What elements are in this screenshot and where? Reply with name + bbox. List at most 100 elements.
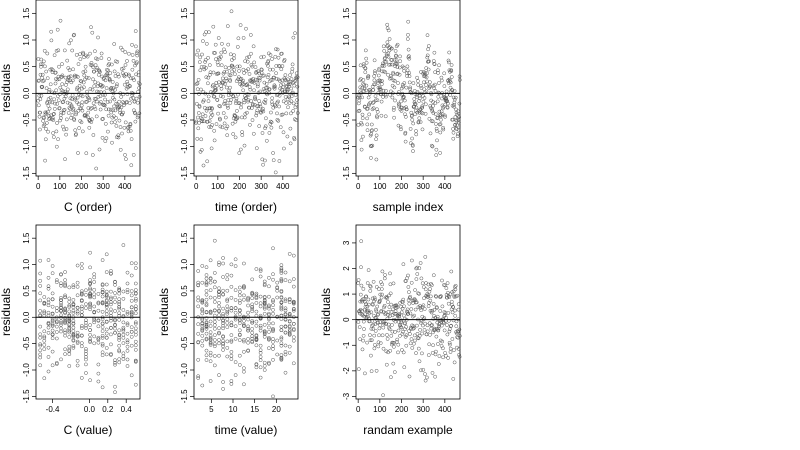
data-point — [364, 83, 369, 88]
data-point — [97, 69, 102, 73]
data-point — [104, 305, 109, 309]
data-point — [63, 352, 67, 356]
data-point — [92, 104, 97, 109]
data-point — [124, 157, 128, 161]
data-point — [132, 99, 137, 104]
data-point — [271, 329, 275, 333]
data-point — [436, 90, 441, 95]
data-point — [204, 310, 209, 314]
data-point — [114, 116, 118, 120]
x-tick-label: 200 — [75, 182, 89, 191]
data-point — [133, 343, 138, 348]
data-point — [406, 273, 410, 278]
data-point — [54, 49, 59, 53]
data-point — [365, 116, 369, 121]
data-point — [123, 50, 128, 54]
data-point — [406, 298, 411, 302]
data-point — [392, 85, 397, 90]
data-point — [132, 78, 136, 82]
data-point — [428, 104, 433, 108]
data-point — [113, 326, 117, 331]
data-point — [71, 33, 76, 38]
data-point — [96, 362, 101, 367]
data-point — [394, 58, 399, 62]
data-point — [88, 378, 92, 383]
data-point — [110, 140, 114, 145]
data-point — [85, 89, 89, 94]
data-point — [287, 297, 292, 301]
data-point — [437, 63, 441, 68]
y-tick-label: -1 — [342, 341, 351, 349]
data-point — [436, 342, 440, 346]
data-point — [375, 304, 380, 309]
data-point — [237, 301, 242, 305]
data-point — [279, 267, 284, 272]
data-point — [75, 309, 80, 314]
data-point — [372, 333, 377, 338]
data-point — [432, 313, 436, 318]
data-point — [113, 309, 117, 313]
data-point — [374, 285, 379, 289]
data-point — [75, 95, 80, 100]
data-point — [225, 288, 230, 293]
data-point — [447, 60, 451, 65]
data-point — [229, 320, 234, 325]
data-point — [67, 285, 72, 290]
data-point — [121, 320, 126, 325]
data-point — [203, 60, 207, 64]
data-point — [121, 327, 126, 332]
data-point — [127, 73, 132, 78]
data-point — [250, 330, 255, 335]
data-point — [279, 271, 284, 275]
data-point — [426, 67, 431, 72]
data-point — [212, 344, 217, 349]
data-point — [129, 289, 134, 293]
data-point — [248, 122, 252, 127]
data-point — [77, 106, 82, 111]
data-point — [129, 261, 134, 266]
data-point — [420, 105, 424, 110]
data-point — [434, 305, 439, 309]
y-tick-label: 0.0 — [22, 87, 31, 99]
data-point — [377, 298, 382, 303]
data-point — [427, 86, 432, 90]
data-point — [53, 101, 57, 106]
data-point — [253, 97, 258, 102]
data-point — [137, 111, 142, 116]
data-point — [361, 62, 366, 67]
data-point — [421, 323, 425, 328]
data-point — [79, 333, 84, 338]
data-point — [448, 80, 453, 85]
data-point — [234, 96, 239, 101]
data-point — [457, 101, 462, 106]
data-point — [229, 308, 234, 313]
data-point — [279, 83, 283, 88]
data-point — [279, 278, 284, 283]
data-point — [71, 298, 76, 302]
data-point — [129, 298, 134, 303]
data-point — [57, 106, 62, 110]
data-point — [100, 325, 105, 329]
data-point — [105, 100, 110, 104]
data-point — [380, 79, 384, 83]
data-point — [255, 108, 260, 113]
x-tick-label: 10 — [229, 405, 238, 414]
data-point — [281, 130, 286, 135]
data-point — [271, 303, 275, 308]
data-point — [366, 268, 371, 272]
data-point — [79, 289, 84, 294]
data-point — [455, 132, 460, 136]
data-point — [229, 284, 234, 289]
data-point — [457, 115, 461, 120]
data-point — [125, 331, 130, 336]
data-point — [414, 351, 418, 355]
data-point — [130, 67, 135, 72]
data-point — [445, 332, 450, 337]
data-point — [388, 74, 393, 79]
data-point — [271, 299, 275, 304]
data-point — [439, 323, 444, 328]
data-point — [117, 338, 122, 342]
data-point — [292, 137, 297, 142]
data-point — [267, 337, 271, 342]
data-point — [399, 99, 403, 104]
